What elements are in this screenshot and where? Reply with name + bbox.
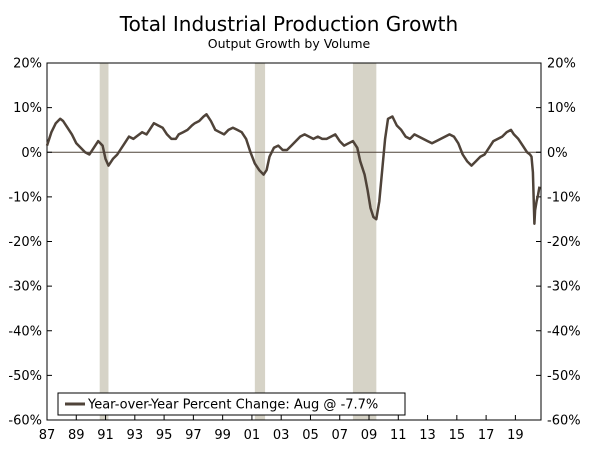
y-tick-label: -60% bbox=[547, 414, 581, 429]
x-tick-label: 93 bbox=[127, 428, 144, 443]
x-tick-label: 05 bbox=[302, 428, 319, 443]
x-tick-label: 91 bbox=[97, 428, 114, 443]
legend: Year-over-Year Percent Change: Aug @ -7.… bbox=[57, 392, 406, 416]
y-tick-label: -30% bbox=[547, 280, 581, 295]
chart-subtitle: Output Growth by Volume bbox=[208, 36, 371, 51]
x-tick-label: 13 bbox=[419, 428, 436, 443]
y-axis-right: 20% 10% 0% -10% -20% -30% -40% -50% -60% bbox=[536, 57, 581, 429]
x-tick-label: 07 bbox=[331, 428, 348, 443]
legend-box bbox=[57, 392, 406, 416]
x-tick-label: 89 bbox=[68, 428, 85, 443]
x-tick-label: 15 bbox=[449, 428, 466, 443]
x-tick-label: 01 bbox=[244, 428, 261, 443]
x-tick-label: 09 bbox=[361, 428, 378, 443]
y-tick-label: -10% bbox=[8, 190, 42, 205]
x-tick-label: 99 bbox=[214, 428, 231, 443]
y-tick-label: 0% bbox=[21, 146, 42, 161]
x-tick-label: 87 bbox=[39, 428, 56, 443]
x-tick-label: 03 bbox=[273, 428, 290, 443]
y-tick-label: 10% bbox=[13, 101, 42, 116]
y-tick-label: -50% bbox=[547, 369, 581, 384]
recession-band bbox=[352, 63, 377, 420]
x-tick-label: 95 bbox=[156, 428, 173, 443]
y-tick-label: -60% bbox=[8, 414, 42, 429]
y-tick-label: -40% bbox=[8, 324, 42, 339]
x-tick-label: 19 bbox=[507, 428, 524, 443]
plot-frame bbox=[46, 62, 542, 421]
recession-band bbox=[254, 63, 266, 420]
y-tick-label: -10% bbox=[547, 190, 581, 205]
y-tick-label: -50% bbox=[8, 369, 42, 384]
x-axis: 87 89 91 93 95 97 99 01 03 05 07 09 11 13 15 17 19 bbox=[39, 415, 524, 443]
y-tick-label: -30% bbox=[8, 280, 42, 295]
y-tick-label: 20% bbox=[13, 57, 42, 72]
recession-bands bbox=[99, 63, 377, 420]
recession-band bbox=[99, 63, 109, 420]
y-tick-label: -40% bbox=[547, 324, 581, 339]
y-tick-label: 0% bbox=[547, 146, 568, 161]
x-tick-label: 17 bbox=[478, 428, 495, 443]
x-tick-label: 97 bbox=[185, 428, 202, 443]
y-tick-label: -20% bbox=[8, 235, 42, 250]
legend-label: Year-over-Year Percent Change: Aug @ -7.… bbox=[87, 398, 378, 413]
x-tick-label: 11 bbox=[390, 428, 407, 443]
y-tick-label: -20% bbox=[547, 235, 581, 250]
y-axis-left: 20% 10% 0% -10% -20% -30% -40% -50% -60% bbox=[8, 57, 52, 429]
series-line bbox=[45, 113, 541, 225]
chart-title: Total Industrial Production Growth bbox=[119, 12, 458, 36]
y-tick-label: 20% bbox=[547, 57, 576, 72]
y-tick-label: 10% bbox=[547, 101, 576, 116]
